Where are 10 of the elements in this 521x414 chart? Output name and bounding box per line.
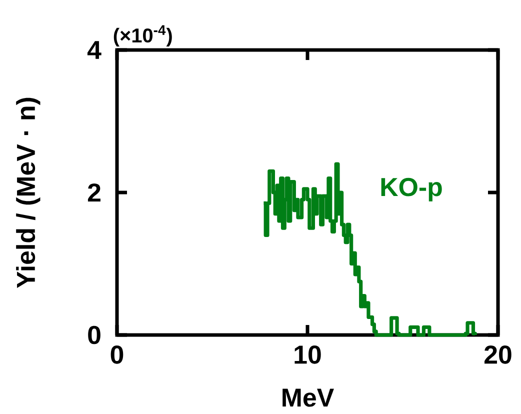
series-label: KO-p bbox=[381, 178, 442, 202]
x-axis-title: MeV bbox=[282, 388, 334, 407]
y-tick-label: 4 bbox=[87, 41, 102, 59]
y-tick-label: 2 bbox=[88, 183, 100, 202]
x-tick-label: 10 bbox=[294, 346, 321, 364]
text: (×10$^{-4}$) bbox=[114, 25, 172, 46]
y-tick-label: 0 bbox=[88, 326, 100, 344]
y-axis-title: Yield / (MeV · n) bbox=[16, 98, 40, 288]
x-tick-label: 20 bbox=[484, 346, 512, 364]
x-tick-label: 0 bbox=[110, 346, 124, 364]
